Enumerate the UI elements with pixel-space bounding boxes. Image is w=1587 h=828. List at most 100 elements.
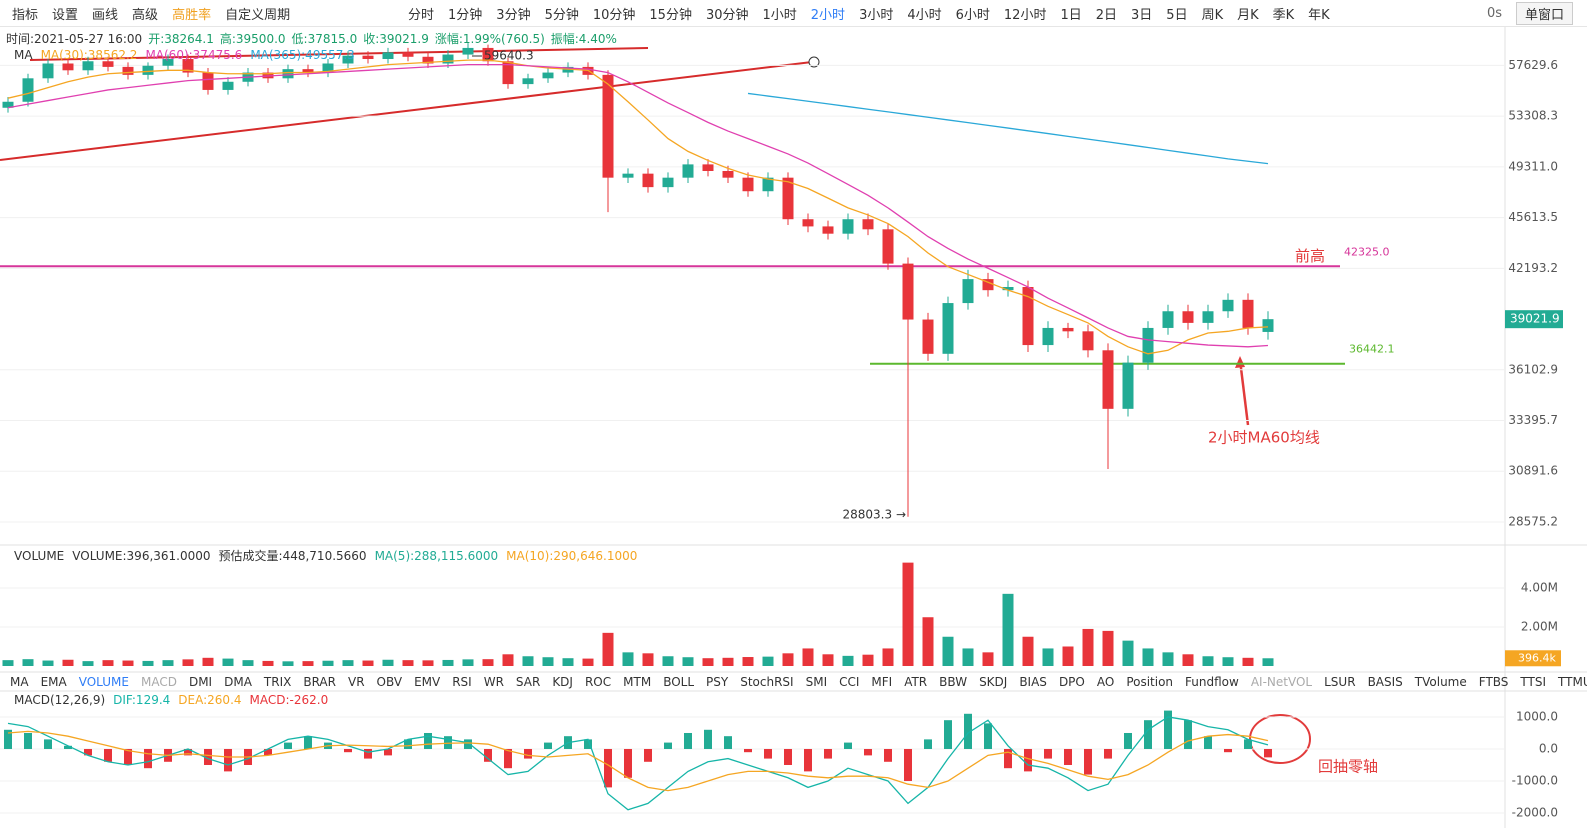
indicator-tab[interactable]: BRAR — [303, 675, 336, 689]
indicator-tab[interactable]: AO — [1096, 675, 1115, 689]
indicator-tab[interactable]: BOLL — [663, 675, 695, 689]
period-button[interactable]: 2日 — [1095, 7, 1118, 23]
indicator-tab[interactable]: ATR — [904, 675, 928, 689]
tool-button[interactable]: 高级 — [132, 7, 159, 23]
indicator-tab[interactable]: TTMU — [1558, 675, 1587, 689]
macd-bar — [1064, 748, 1072, 765]
indicator-tab[interactable]: EMV — [414, 675, 441, 689]
indicator-tab[interactable]: DPO — [1058, 675, 1085, 689]
period-button[interactable]: 10分钟 — [592, 7, 636, 23]
period-button[interactable]: 15分钟 — [649, 7, 692, 23]
volume-bar — [1242, 657, 1254, 666]
period-button[interactable]: 12小时 — [1003, 7, 1047, 23]
indicator-tab[interactable]: CCI — [839, 675, 860, 689]
window-button[interactable]: 单窗口 — [1515, 1, 1573, 25]
indicator-tab[interactable]: WR — [483, 675, 504, 689]
info-item: 高:39500.0 — [219, 32, 286, 46]
indicator-tab[interactable]: DMA — [224, 675, 252, 689]
macd-bar — [184, 748, 192, 756]
period-button[interactable]: 3分钟 — [496, 7, 531, 23]
tool-button[interactable]: 画线 — [92, 7, 119, 23]
tool-button[interactable]: 高胜率 — [172, 7, 212, 23]
period-button[interactable]: 季K — [1272, 7, 1295, 23]
indicator-tab[interactable]: RSI — [452, 675, 472, 689]
indicator-tab[interactable]: PSY — [706, 675, 729, 689]
indicator-tab[interactable]: SKDJ — [979, 675, 1008, 689]
candle-body — [82, 61, 94, 71]
indicator-tab[interactable]: SAR — [515, 675, 541, 689]
candle-body — [162, 59, 174, 66]
macd-bar — [904, 748, 912, 781]
period-button[interactable]: 1小时 — [762, 7, 797, 23]
indicator-tab[interactable]: OBV — [376, 675, 403, 689]
y-tick-label: 4.00M — [1521, 580, 1558, 594]
indicator-tab[interactable]: ROC — [584, 675, 612, 689]
indicator-tab[interactable]: AI-NetVOL — [1250, 675, 1313, 689]
indicator-tab[interactable]: BBW — [939, 675, 968, 689]
macd-bar — [304, 736, 312, 749]
indicator-tab[interactable]: StochRSI — [740, 675, 794, 689]
tool-button[interactable]: 设置 — [52, 7, 79, 23]
period-button[interactable]: 月K — [1237, 7, 1259, 23]
period-button[interactable]: 6小时 — [955, 7, 990, 23]
indicator-tab[interactable]: FTBS — [1478, 675, 1509, 689]
macd-bar — [364, 748, 372, 759]
indicator-tab[interactable]: TRIX — [263, 675, 292, 689]
volume-bar — [662, 656, 674, 666]
period-button[interactable]: 1分钟 — [448, 7, 483, 23]
indicator-tab[interactable]: MACD — [140, 675, 177, 689]
tool-button[interactable]: 指标 — [12, 7, 39, 23]
volume-bar — [982, 652, 994, 666]
candle-body — [422, 56, 434, 64]
indicator-tab[interactable]: VR — [347, 675, 365, 689]
macd-bar — [224, 748, 232, 772]
macd-bar — [1104, 748, 1112, 759]
indicator-tab[interactable]: MA — [10, 675, 29, 689]
volume-bar — [282, 661, 294, 666]
indicator-tab[interactable]: TTSI — [1520, 675, 1547, 689]
volume-bar — [1062, 646, 1074, 666]
indicator-tab[interactable]: DMI — [188, 675, 213, 689]
indicator-tab[interactable]: BASIS — [1367, 675, 1403, 689]
period-button[interactable]: 年K — [1308, 7, 1330, 23]
period-button[interactable]: 30分钟 — [705, 7, 749, 23]
window-button[interactable]: 0s — [1486, 5, 1502, 21]
volume-tag — [1505, 650, 1561, 667]
period-button[interactable]: 1日 — [1060, 7, 1082, 23]
tool-button[interactable]: 自定义周期 — [225, 7, 291, 23]
candle-body — [1162, 311, 1174, 328]
candle-body — [182, 59, 194, 73]
indicator-tab[interactable]: TVolume — [1414, 675, 1467, 689]
period-button[interactable]: 5分钟 — [544, 7, 579, 23]
period-button[interactable]: 周K — [1201, 7, 1224, 23]
period-button[interactable]: 3日 — [1131, 7, 1153, 23]
period-button[interactable]: 4小时 — [907, 7, 942, 23]
legend-entry: MA(365):49557.3 — [250, 48, 355, 62]
candle-body — [282, 69, 294, 79]
y-tick-label: -1000.0 — [1512, 773, 1558, 787]
indicator-tab[interactable]: EMA — [40, 675, 67, 689]
candle-body — [702, 164, 714, 171]
indicator-tab[interactable]: SMI — [805, 675, 828, 689]
info-item: 时间:2021-05-27 16:00 — [6, 32, 143, 46]
period-button[interactable]: 3小时 — [859, 7, 894, 23]
indicator-tab[interactable]: VOLUME — [78, 675, 129, 689]
indicator-tab[interactable]: LSUR — [1324, 675, 1356, 689]
indicator-tab[interactable]: Fundflow — [1185, 675, 1239, 689]
indicator-tab[interactable]: MFI — [871, 675, 893, 689]
last-price: 39021.9 — [1510, 312, 1560, 326]
indicator-tab[interactable]: BIAS — [1019, 675, 1047, 689]
low-marker: 28803.3 → — [843, 507, 907, 521]
volume-bar — [962, 648, 974, 666]
candle-body — [22, 78, 34, 102]
period-button[interactable]: 分时 — [408, 7, 435, 23]
indicator-tab[interactable]: MTM — [623, 675, 652, 689]
price-legend: MA MA(30):38562.2 MA(60):37475.6 MA(365):49… — [14, 48, 355, 62]
volume-bar — [762, 656, 774, 666]
indicator-tab[interactable]: Position — [1126, 675, 1174, 689]
macd-bar — [1224, 748, 1232, 753]
indicator-tab[interactable]: KDJ — [552, 675, 573, 689]
level-note: 前高 — [1295, 247, 1325, 265]
period-button[interactable]: 5日 — [1166, 7, 1188, 23]
period-button[interactable]: 2小时 — [810, 7, 846, 23]
